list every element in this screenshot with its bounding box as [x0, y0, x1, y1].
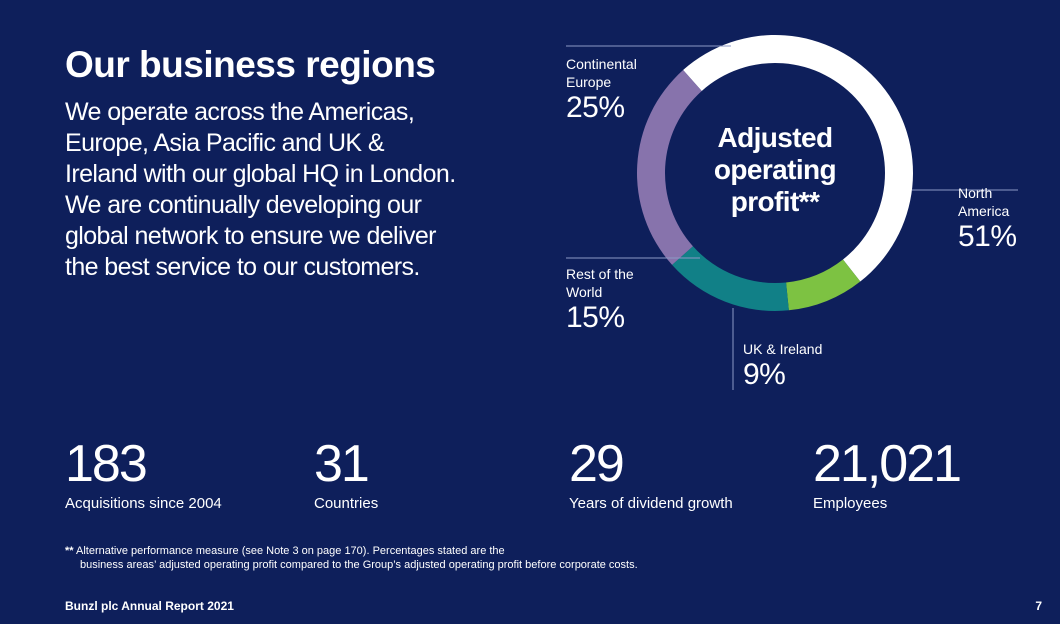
- label-uk-ireland: UK & Ireland 9%: [743, 340, 853, 392]
- label-continental-europe: Continental Europe 25%: [566, 55, 676, 125]
- label-rest-of-world: Rest of the World 15%: [566, 265, 656, 335]
- stat-value: 21,021: [813, 435, 962, 493]
- donut-slice-uk-ireland: [786, 259, 861, 311]
- label-north-america: North America 51%: [958, 184, 1038, 254]
- footnote-line-2: business areas’ adjusted operating profi…: [80, 559, 638, 571]
- slice-pct-continental-europe: 25%: [566, 91, 625, 124]
- footnote: ** Alternative performance measure (see …: [65, 544, 638, 572]
- donut-slice-north-america: [683, 34, 914, 282]
- stat-label: Acquisitions since 2004: [65, 495, 222, 512]
- footnote-marker: **: [65, 545, 74, 557]
- donut-slice-continental-europe: [637, 70, 702, 265]
- stat-employees: 21,021 Employees: [813, 434, 962, 514]
- slice-name-north-america: North America: [958, 185, 1010, 219]
- stat-label: Countries: [314, 495, 379, 512]
- stat-value: 29: [569, 435, 625, 493]
- stat-label: Years of dividend growth: [569, 495, 733, 512]
- slice-name-rest-of-world: Rest of the World: [566, 266, 634, 300]
- report-title: Bunzl plc Annual Report 2021: [65, 599, 234, 613]
- footnote-line-1: Alternative performance measure (see Not…: [76, 545, 505, 557]
- slice-name-uk-ireland: UK & Ireland: [743, 341, 823, 357]
- page-number: 7: [1035, 599, 1042, 613]
- donut-slice-rest-of-the-world: [672, 246, 789, 312]
- donut-center-label: Adjusted operating profit**: [713, 122, 837, 217]
- slice-pct-rest-of-world: 15%: [566, 301, 625, 334]
- intro-paragraph: We operate across the Americas, Europe, …: [65, 98, 456, 281]
- stat-label: Employees: [813, 495, 888, 512]
- slice-name-continental-europe: Continental Europe: [566, 56, 637, 90]
- slice-pct-uk-ireland: 9%: [743, 358, 786, 391]
- stat-countries: 31 Countries: [314, 434, 378, 514]
- donut-chart: [560, 30, 1060, 400]
- stat-dividend-growth: 29 Years of dividend growth: [569, 434, 733, 514]
- donut-svg: [566, 34, 1018, 390]
- slice-pct-north-america: 51%: [958, 220, 1017, 253]
- stat-value: 31: [314, 435, 370, 493]
- page-title: Our business regions: [65, 44, 436, 85]
- stat-value: 183: [65, 435, 148, 493]
- stat-acquisitions: 183 Acquisitions since 2004: [65, 434, 222, 514]
